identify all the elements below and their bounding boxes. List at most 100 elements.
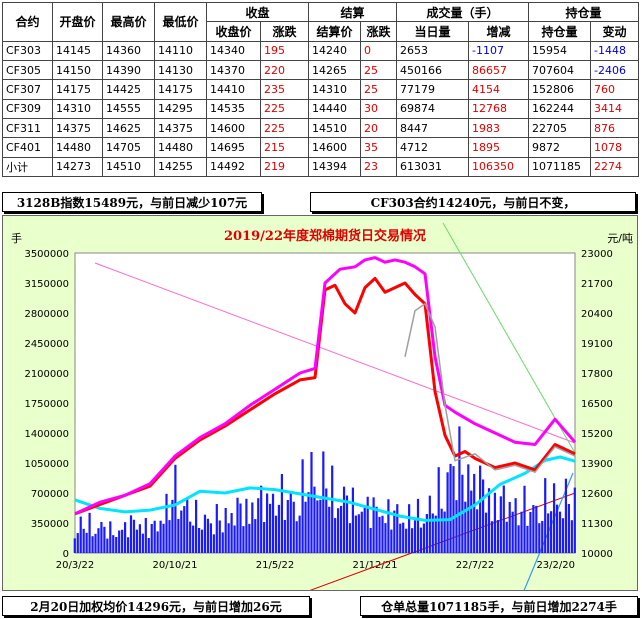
- volume-bar: [484, 512, 488, 553]
- volume-bar: [271, 493, 275, 553]
- volume-bar: [479, 465, 482, 553]
- volume-bar: [552, 483, 556, 553]
- right-tick-label: 10000: [581, 549, 613, 560]
- volume-bar: [443, 511, 446, 553]
- volume-bar: [481, 479, 485, 553]
- volume-bar: [446, 472, 449, 553]
- volume-bar: [153, 520, 156, 553]
- volume-bar: [473, 473, 476, 553]
- cell-contract: CF401: [2, 137, 53, 158]
- cell-high: 14360: [102, 40, 155, 61]
- volume-bar: [470, 490, 473, 553]
- cell-low: 14480: [154, 137, 207, 158]
- volume-bar: [493, 492, 497, 553]
- volume-bar: [354, 515, 357, 553]
- col-open-header: 开盘价: [52, 2, 103, 42]
- right-tick-label: 13900: [581, 459, 613, 470]
- cell-oi-chg: -2406: [590, 59, 640, 81]
- right-tick-label: 17800: [581, 369, 613, 380]
- volume-bar: [174, 464, 177, 553]
- volume-bar: [236, 497, 239, 553]
- volume-bar: [85, 532, 88, 553]
- cell-settle-chg: 20: [360, 117, 398, 139]
- cell-volume: 2653: [396, 40, 470, 61]
- volume-bar: [351, 487, 355, 553]
- volume-bar: [91, 536, 94, 553]
- volume-bar: [399, 523, 402, 553]
- volume-bar: [165, 493, 168, 553]
- cell-close-chg: 195: [259, 40, 310, 61]
- col-volume-chg-header: 增减: [468, 21, 530, 42]
- volume-bar: [263, 522, 266, 553]
- volume-bar: [434, 515, 437, 553]
- volume-bar: [384, 523, 387, 553]
- volume-bar: [526, 525, 529, 553]
- cell-open: 14175: [52, 79, 103, 100]
- volume-bar: [301, 459, 304, 553]
- volume-bar: [206, 518, 210, 553]
- volume-bar: [183, 506, 186, 553]
- cell-low: 14295: [154, 98, 207, 119]
- x-tick-label: 20/10/21: [153, 560, 198, 571]
- table-row: CF305 14150 14390 14130 14370 220 14265 25 45016…: [2, 59, 640, 81]
- cell-volume-chg: 1983: [468, 117, 530, 139]
- volume-bar: [375, 506, 378, 553]
- right-tick-label: 21700: [581, 279, 613, 290]
- volume-bar: [192, 525, 195, 553]
- volume-bar: [156, 531, 159, 553]
- volume-bar: [76, 533, 79, 553]
- cell-open: 14150: [52, 59, 103, 81]
- cell-oi-chg: 1078: [590, 137, 640, 158]
- volume-bar: [289, 492, 292, 553]
- volume-bar: [458, 426, 461, 553]
- volume-bar: [428, 495, 431, 553]
- table-row: CF309 14310 14555 14295 14535 225 14440 30 69874…: [2, 98, 640, 119]
- volume-bar: [195, 499, 198, 553]
- cell-volume-chg: 12768: [468, 98, 530, 119]
- x-tick-label: 22/7/22: [456, 560, 495, 571]
- left-tick-label: 0: [63, 549, 69, 560]
- volume-bar: [316, 500, 319, 553]
- volume-bar: [405, 528, 408, 553]
- volume-bar: [573, 487, 576, 553]
- volume-bar: [357, 514, 360, 553]
- volume-bar: [307, 492, 310, 553]
- volume-bar: [508, 501, 511, 553]
- cell-volume-chg: 4154: [468, 79, 530, 100]
- volume-bar: [535, 505, 538, 553]
- volume-bar: [103, 526, 106, 553]
- volume-bar: [490, 521, 494, 553]
- chart-title: 2019/22年度郑棉期货日交易情况: [224, 228, 426, 244]
- volume-bar: [186, 498, 189, 553]
- cell-volume-chg: -1107: [468, 40, 530, 61]
- cell-contract: 小计: [2, 156, 53, 178]
- cell-oi-chg: 760: [590, 79, 640, 100]
- cell-open: 14145: [52, 40, 103, 61]
- cell-oi: 15954: [528, 40, 592, 61]
- cell-low: 14110: [154, 40, 207, 61]
- volume-bar: [218, 520, 221, 553]
- volume-bar: [138, 524, 141, 553]
- cell-volume-chg: 1895: [468, 137, 530, 158]
- right-tick-label: 12600: [581, 489, 613, 500]
- volume-bar: [517, 525, 520, 553]
- volume-bar: [331, 465, 334, 553]
- right-tick-label: 16500: [581, 399, 613, 410]
- volume-bar: [523, 485, 526, 553]
- volume-bar: [239, 503, 242, 553]
- table-row: CF303 14145 14360 14110 14340 195 14240 0 2653 -1…: [2, 40, 640, 61]
- cell-volume: 613031: [396, 156, 470, 178]
- col-settle-chg-header: 涨跌: [360, 21, 398, 42]
- volume-bar: [132, 519, 136, 553]
- cell-volume: 69874: [396, 98, 470, 119]
- cell-volume: 77179: [396, 79, 470, 100]
- volume-bar: [304, 501, 307, 553]
- left-tick-label: 3150000: [24, 279, 69, 290]
- cell-oi-chg: 3414: [590, 98, 640, 119]
- volume-bar: [502, 485, 505, 553]
- volume-bar: [310, 452, 313, 553]
- right-tick-label: 23000: [581, 249, 613, 260]
- volume-bar: [245, 498, 248, 553]
- trend-line-pink: [94, 262, 576, 444]
- cell-settle-chg: 0: [360, 40, 398, 61]
